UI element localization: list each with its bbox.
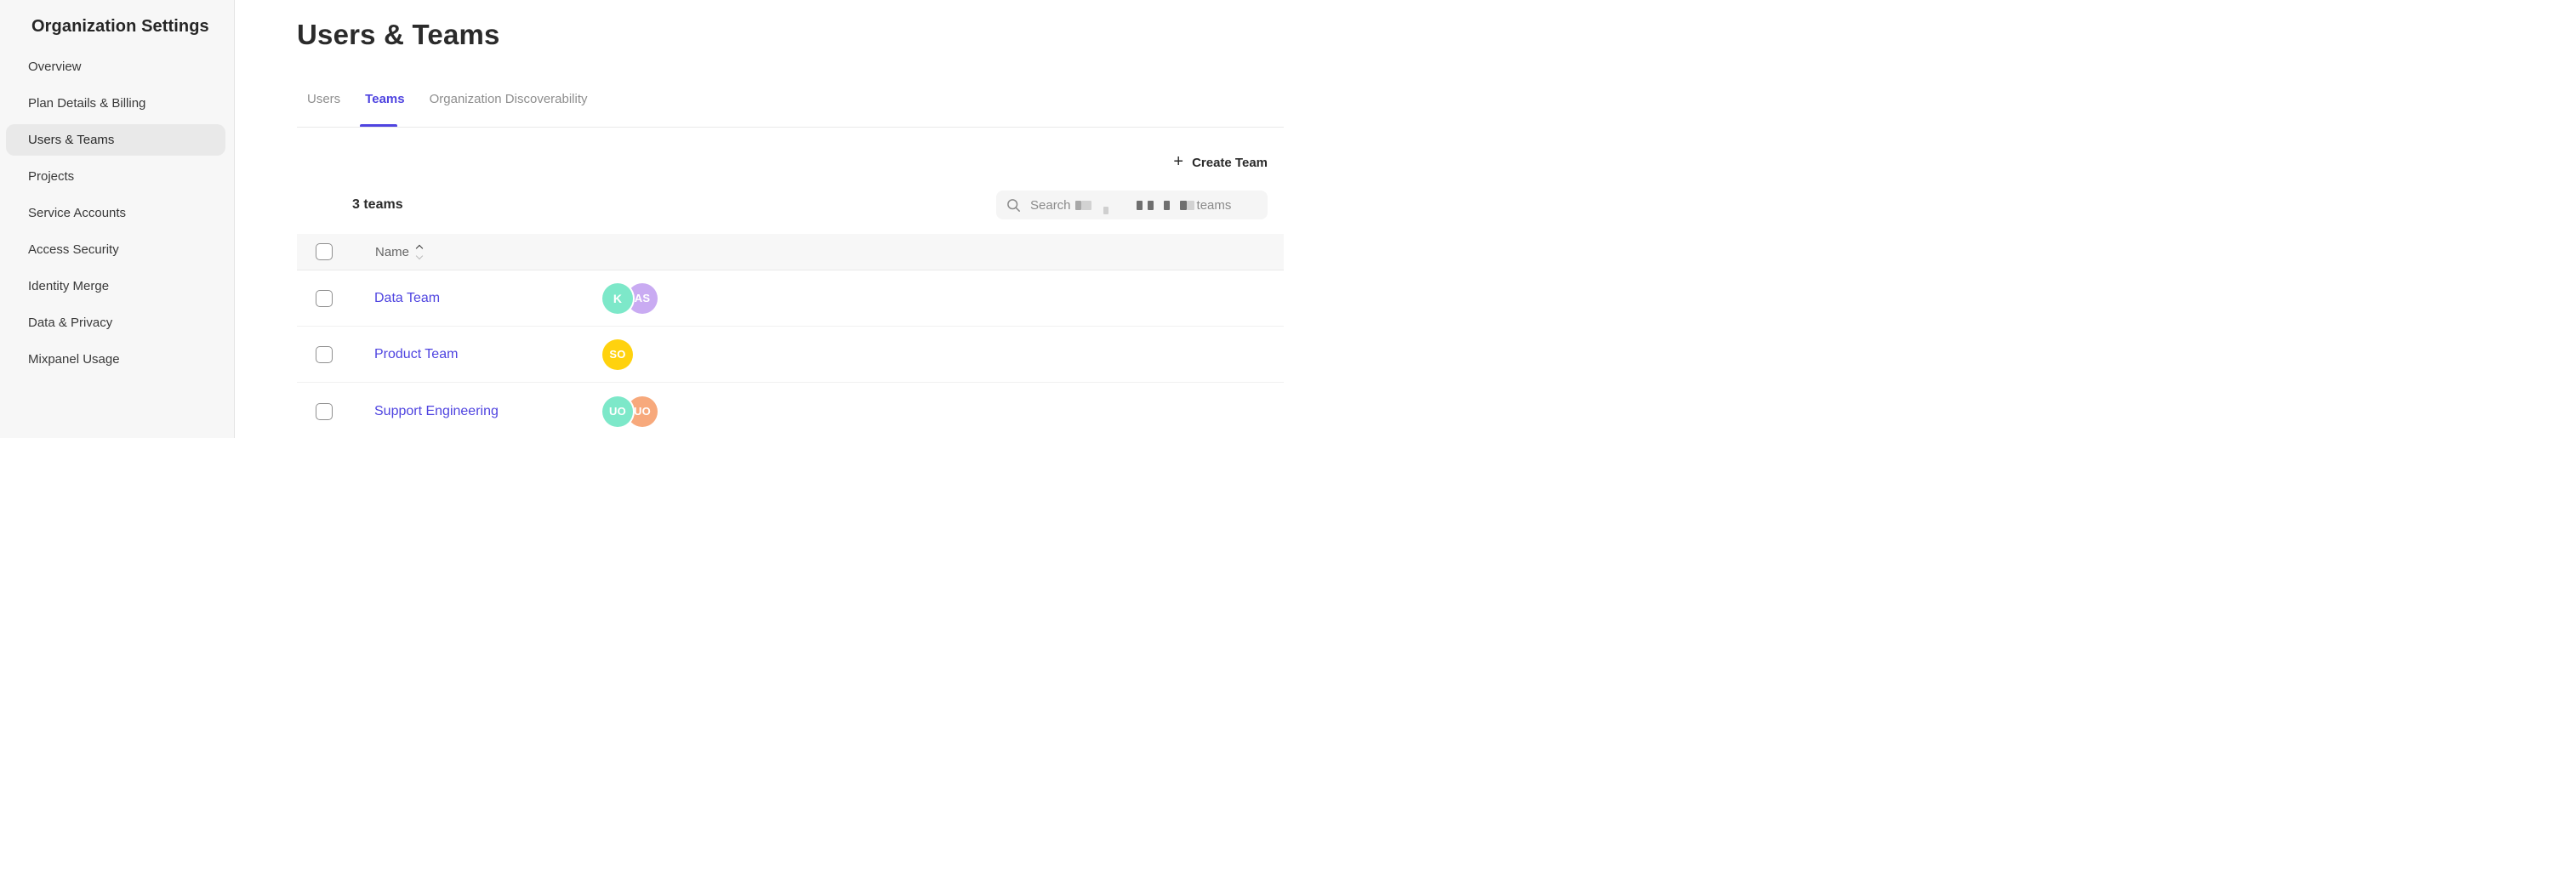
table-header-row: Name xyxy=(297,234,1284,270)
select-all-checkbox[interactable] xyxy=(316,243,333,260)
search-input[interactable]: Search teams xyxy=(996,191,1268,219)
tab-teams[interactable]: Teams xyxy=(365,92,405,106)
team-link-data-team[interactable]: Data Team xyxy=(374,290,441,305)
avatar: K xyxy=(602,282,633,314)
tab-users[interactable]: Users xyxy=(307,92,341,106)
page-title: Users & Teams xyxy=(297,19,500,50)
tab-divider xyxy=(297,127,1284,128)
name-column-label: Name xyxy=(375,244,410,259)
magnifier-icon xyxy=(1007,198,1020,212)
active-tab-underline xyxy=(360,124,397,128)
avatar: SO xyxy=(602,338,633,370)
sidebar-item-users-teams[interactable]: Users & Teams xyxy=(6,124,225,156)
sidebar-item-data-privacy[interactable]: Data & Privacy xyxy=(28,316,113,330)
sidebar-item-plan-details-billing[interactable]: Plan Details & Billing xyxy=(28,96,146,111)
name-column-header: Name xyxy=(375,244,424,260)
tab-organization-discoverability[interactable]: Organization Discoverability xyxy=(429,92,588,106)
sidebar: Organization Settings Overview Plan Deta… xyxy=(0,0,235,438)
sort-desc-icon xyxy=(415,252,424,260)
sidebar-item-service-accounts[interactable]: Service Accounts xyxy=(28,206,127,220)
member-avatars: UO UO xyxy=(602,395,658,427)
team-link-support-engineering[interactable]: Support Engineering xyxy=(374,403,499,418)
member-avatars: SO xyxy=(602,338,633,370)
sort-toggle-icon[interactable] xyxy=(415,244,424,260)
sort-asc-icon xyxy=(415,244,424,253)
create-team-button[interactable]: + Create Team xyxy=(1173,151,1268,173)
sidebar-item-access-security[interactable]: Access Security xyxy=(28,242,119,257)
sidebar-item-overview[interactable]: Overview xyxy=(28,60,82,74)
search-placeholder-suffix: teams xyxy=(1196,197,1232,213)
tab-bar: Users Teams Organization Discoverability xyxy=(307,88,588,111)
sidebar-nav: Overview Plan Details & Billing Users & … xyxy=(0,48,234,378)
redacted-text-blocks xyxy=(1071,191,1194,219)
row-checkbox[interactable] xyxy=(316,402,333,420)
teams-table: Name Data Team K AS Product Team xyxy=(297,234,1284,440)
team-link-product-team[interactable]: Product Team xyxy=(374,346,459,361)
sidebar-item-projects[interactable]: Projects xyxy=(28,169,75,184)
main-content: Users & Teams Users Teams Organization D… xyxy=(236,0,1288,438)
table-row: Support Engineering UO UO xyxy=(297,383,1284,440)
plus-icon: + xyxy=(1173,152,1184,171)
row-checkbox[interactable] xyxy=(316,345,333,363)
avatar: UO xyxy=(602,395,633,427)
table-row: Product Team SO xyxy=(297,327,1284,383)
member-avatars: K AS xyxy=(602,282,658,314)
create-team-label: Create Team xyxy=(1192,155,1268,170)
team-count: 3 teams xyxy=(352,197,403,212)
search-placeholder-prefix: Search xyxy=(1030,197,1071,213)
organization-settings-page: Organization Settings Overview Plan Deta… xyxy=(0,0,1288,438)
row-checkbox[interactable] xyxy=(316,289,333,307)
sidebar-item-mixpanel-usage[interactable]: Mixpanel Usage xyxy=(28,352,120,367)
sidebar-title: Organization Settings xyxy=(31,17,209,36)
table-row: Data Team K AS xyxy=(297,270,1284,327)
sidebar-item-identity-merge[interactable]: Identity Merge xyxy=(28,279,110,293)
